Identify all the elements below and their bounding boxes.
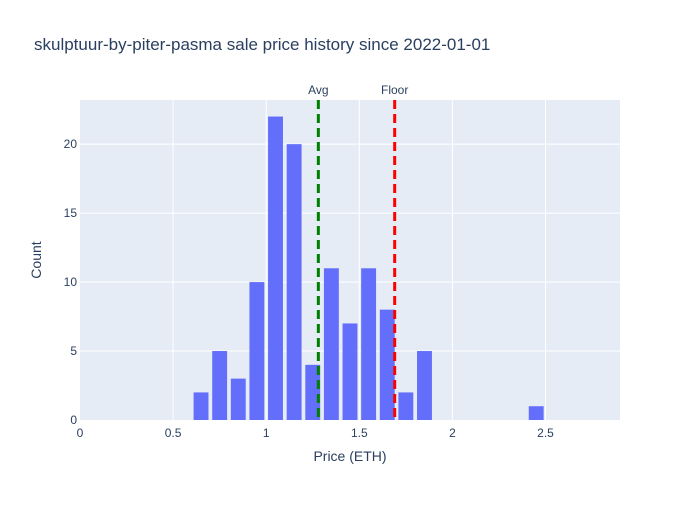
y-tick-label: 15 <box>64 206 78 220</box>
histogram-bar <box>342 323 358 420</box>
y-tick-label: 5 <box>70 344 77 358</box>
histogram-bar <box>193 392 209 420</box>
x-tick-label: 1 <box>263 426 270 440</box>
histogram-bar <box>361 268 377 420</box>
histogram-bar <box>268 116 283 420</box>
x-tick-label: 0 <box>77 426 84 440</box>
reference-line-label: Floor <box>381 83 408 97</box>
histogram-bar <box>212 351 228 420</box>
grid-lines <box>80 100 620 420</box>
histogram-bar <box>323 268 339 420</box>
histogram-bar <box>379 309 395 420</box>
y-tick-label: 0 <box>70 413 77 427</box>
x-tick-label: 2 <box>449 426 456 440</box>
x-axis-title: Price (ETH) <box>313 448 386 464</box>
x-tick-label: 2.5 <box>537 426 554 440</box>
histogram-bar <box>286 144 302 420</box>
x-tick-label: 1.5 <box>351 426 368 440</box>
x-tick-label: 0.5 <box>165 426 182 440</box>
y-tick-label: 20 <box>64 137 78 151</box>
histogram-bar <box>398 392 414 420</box>
reference-lines: Avg Floor <box>308 83 408 420</box>
histogram-bar <box>528 406 544 420</box>
bars <box>193 116 544 420</box>
histogram-bar <box>417 351 432 420</box>
histogram-bar <box>305 364 321 420</box>
axes: 0 0.5 1 1.5 2 2.5 0 5 10 15 20 <box>64 137 555 440</box>
y-tick-label: 10 <box>64 275 78 289</box>
histogram-bar <box>249 282 265 420</box>
chart-title: skulptuur-by-piter-pasma sale price hist… <box>34 35 490 54</box>
y-axis-title: Count <box>28 241 44 278</box>
reference-line-label: Avg <box>308 83 328 97</box>
histogram-bar <box>230 378 246 420</box>
